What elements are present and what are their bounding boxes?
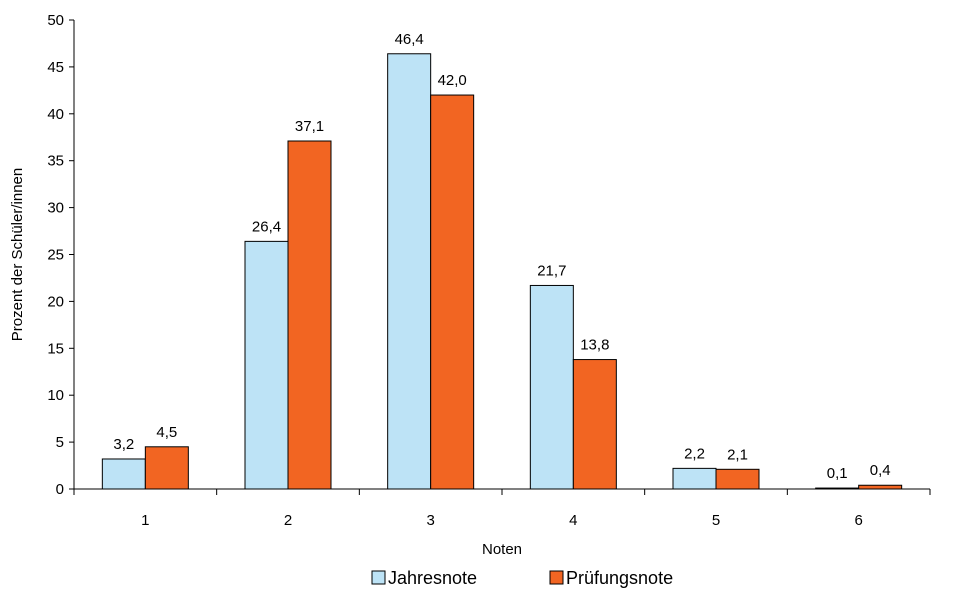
y-tick-label: 20 <box>47 293 64 310</box>
bars <box>101 53 903 490</box>
y-tick-label: 25 <box>47 247 64 264</box>
data-label: 0,4 <box>870 462 891 479</box>
bar-jahresnote-5 <box>672 467 717 490</box>
bar-jahresnote-1 <box>101 458 146 490</box>
data-label: 2,1 <box>727 446 748 463</box>
y-tick-label: 15 <box>47 340 64 357</box>
y-axis-title: Prozent der Schüler/innen <box>9 168 26 341</box>
bar-pr-fungsnote-2 <box>287 140 332 490</box>
y-tick-label: 45 <box>47 59 64 76</box>
y-tick-label: 0 <box>56 481 64 498</box>
bar-jahresnote-2 <box>244 240 289 490</box>
legend-label: Jahresnote <box>388 568 477 588</box>
bar-jahresnote-3 <box>387 53 432 490</box>
legend-label: Prüfungsnote <box>566 568 673 588</box>
data-label: 26,4 <box>252 218 281 235</box>
y-tick-label: 50 <box>47 12 64 29</box>
y-tick-label: 40 <box>47 106 64 123</box>
y-tick-label: 30 <box>47 200 64 217</box>
bar-pr-fungsnote-3 <box>430 94 475 490</box>
data-labels: 3,2 4,5 26,4 37,1 46,4 42,0 21,7 13,8 2,2 2,1 0,1 0… <box>113 31 890 482</box>
data-label: 46,4 <box>395 31 424 48</box>
legend: Jahresnote Prüfungsnote <box>371 568 673 588</box>
data-label: 37,1 <box>295 118 324 135</box>
data-label: 4,5 <box>156 424 177 441</box>
x-axis-ticks: 1 2 3 4 5 6 <box>73 489 931 529</box>
y-tick-label: 5 <box>56 434 64 451</box>
data-label: 13,8 <box>580 337 609 354</box>
bar-pr-fungsnote-6 <box>858 484 903 490</box>
x-tick-label: 3 <box>426 512 434 529</box>
y-tick-label: 10 <box>47 387 64 404</box>
x-tick-label: 5 <box>712 512 720 529</box>
x-tick-label: 6 <box>854 512 862 529</box>
data-label: 3,2 <box>113 436 134 453</box>
data-label: 42,0 <box>438 72 467 89</box>
legend-swatch <box>371 570 386 585</box>
x-tick-label: 1 <box>141 512 149 529</box>
bar-pr-fungsnote-4 <box>572 359 617 490</box>
data-label: 2,2 <box>684 445 705 462</box>
data-label: 0,1 <box>827 465 848 482</box>
x-tick-label: 4 <box>569 512 577 529</box>
x-axis-title: Noten <box>482 541 522 558</box>
data-label: 21,7 <box>537 262 566 279</box>
x-tick-label: 2 <box>284 512 292 529</box>
y-axis-ticks: 0 5 10 15 20 25 30 35 40 45 50 <box>47 12 74 498</box>
y-tick-label: 35 <box>47 153 64 170</box>
legend-swatch <box>549 570 564 585</box>
bar-pr-fungsnote-5 <box>715 468 760 490</box>
bar-pr-fungsnote-1 <box>144 446 189 490</box>
bar-jahresnote-4 <box>529 284 574 490</box>
